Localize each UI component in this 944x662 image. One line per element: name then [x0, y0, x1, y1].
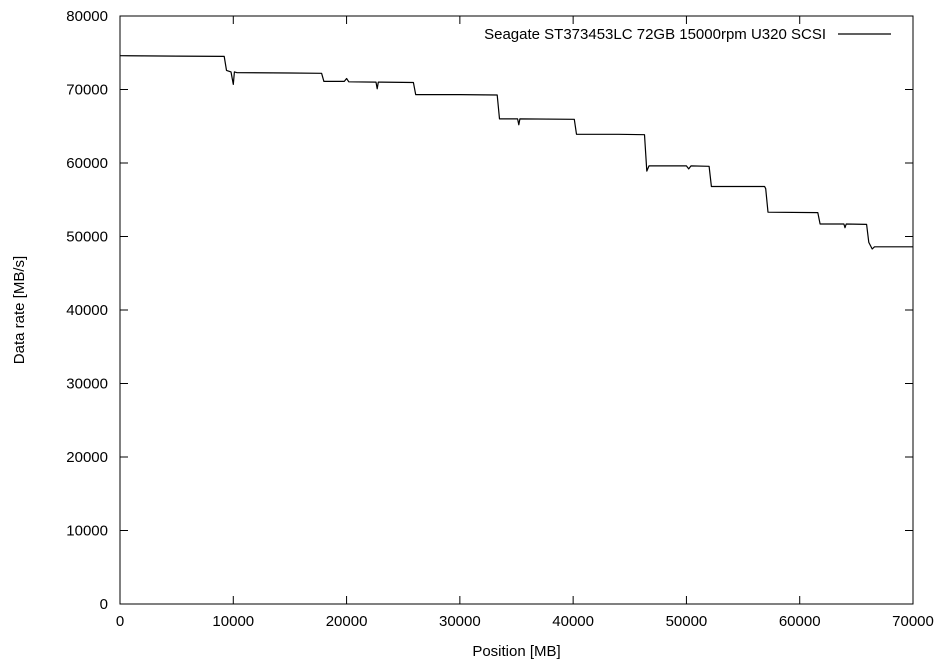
y-tick-label: 70000 — [66, 82, 108, 99]
y-tick-label: 40000 — [66, 302, 108, 319]
x-tick-label: 60000 — [779, 613, 821, 630]
y-tick-label: 60000 — [66, 155, 108, 172]
y-tick-label: 10000 — [66, 523, 108, 540]
y-tick-label: 0 — [100, 596, 108, 613]
x-tick-label: 30000 — [439, 613, 481, 630]
legend-label: Seagate ST373453LC 72GB 15000rpm U320 SC… — [484, 26, 826, 43]
x-tick-label: 20000 — [326, 613, 368, 630]
y-tick-label: 80000 — [66, 8, 108, 25]
x-axis-ticks: 0 10000 20000 30000 40000 50000 60000 70000 — [116, 16, 934, 630]
legend: Seagate ST373453LC 72GB 15000rpm U320 SC… — [484, 26, 891, 43]
y-tick-label: 20000 — [66, 449, 108, 466]
plot-frame — [119, 15, 914, 605]
y-axis-ticks: 0 10000 20000 30000 40000 50000 60000 70000 8000… — [66, 8, 913, 613]
x-tick-label: 10000 — [212, 613, 254, 630]
x-tick-label: 50000 — [666, 613, 708, 630]
x-tick-label: 70000 — [892, 613, 934, 630]
x-axis-title: Position [MB] — [472, 643, 560, 660]
series-layer — [119, 55, 913, 250]
y-tick-label: 50000 — [66, 229, 108, 246]
x-tick-label: 0 — [116, 613, 124, 630]
series-line — [119, 55, 913, 250]
y-tick-label: 30000 — [66, 376, 108, 393]
y-axis-title: Data rate [MB/s] — [11, 256, 28, 364]
x-tick-label: 40000 — [552, 613, 594, 630]
